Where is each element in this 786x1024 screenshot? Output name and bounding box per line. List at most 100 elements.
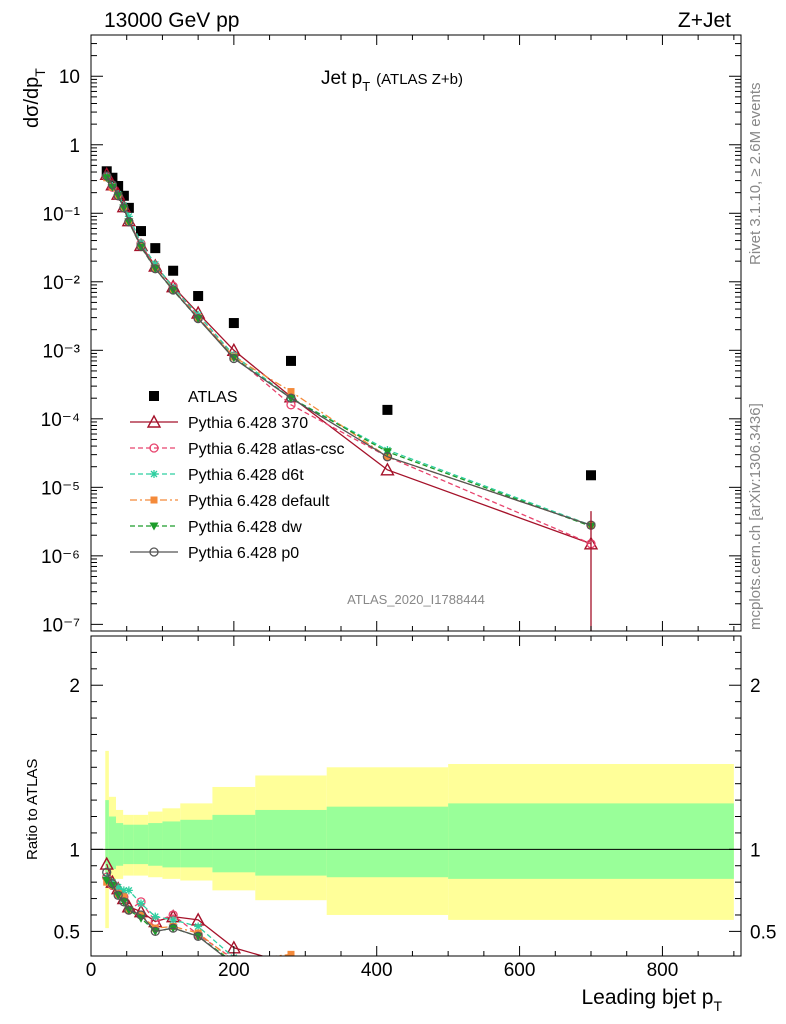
- plot-title-main: Jet p: [321, 68, 362, 89]
- plot-title-sub: T: [362, 79, 370, 94]
- x-axis-label-text: Leading bjet p: [581, 986, 713, 1009]
- main-panel: 10⁻⁷ 10⁻⁶ 10⁻⁵ 10⁻⁴ 10⁻³ 10⁻² 10⁻¹ 1 10: [41, 34, 742, 636]
- ratio-point-p0: [168, 923, 178, 933]
- point-p0: [136, 241, 146, 251]
- x-tick-label: 600: [504, 960, 536, 981]
- point-p0: [150, 264, 160, 274]
- uncertainty-band-inner: [108, 816, 116, 870]
- legend-label-dw: Pythia 6.428 dw: [188, 519, 302, 536]
- rivet-label: Rivet 3.1.10, ≥ 2.6M events: [747, 83, 764, 266]
- ratio-frame: [90, 635, 742, 957]
- ratio-point-atlascsc: [287, 972, 295, 980]
- y-axis-label-main: dσ/dpT: [21, 68, 48, 128]
- ratio-point-p0: [150, 926, 160, 937]
- plot-title: Jet pT (ATLAS Z+b): [321, 68, 463, 94]
- header-left-label: 13000 GeV pp: [104, 9, 239, 32]
- uncertainty-band-inner: [326, 806, 449, 878]
- mcplots-label: mcplots.cern.ch [arXiv:1306.3436]: [747, 403, 764, 630]
- point-p0: [193, 313, 203, 324]
- y-tick-label-main: 10⁻²: [43, 273, 81, 294]
- y-axis-label-ratio: Ratio to ATLAS: [24, 759, 41, 860]
- uncertainty-band-inner: [212, 814, 256, 873]
- point-data: [286, 355, 296, 366]
- uncertainty-band-inner: [255, 809, 327, 876]
- legend-item-default: Pythia 6.428 default: [130, 493, 330, 510]
- ratio-point-d6t: [119, 886, 128, 895]
- y-axis-label-main-sub: T: [32, 68, 48, 77]
- legend-label-p0: Pythia 6.428 p0: [188, 545, 299, 562]
- uncertainty-band-inner: [105, 800, 109, 874]
- legend-marker-default: [150, 496, 158, 504]
- ratio-point-d6t: [287, 962, 295, 970]
- series-line-dw: [106, 177, 592, 527]
- legend-label-default: Pythia 6.428 default: [188, 493, 330, 510]
- point-data: [113, 181, 124, 192]
- y-tick-label-main: 1: [69, 136, 80, 157]
- y-tick-label-main: 10⁻⁶: [41, 547, 80, 568]
- point-p0: [286, 393, 296, 403]
- point-data: [228, 318, 239, 329]
- point-data: [118, 190, 129, 201]
- y-tick-label-ratio-right: 0.5: [750, 922, 776, 943]
- y-tick-label-main: 10⁻¹: [43, 204, 81, 225]
- analysis-watermark: ATLAS_2020_I1788444: [347, 592, 485, 607]
- point-p0: [229, 353, 239, 364]
- legend-marker-p370: [146, 414, 162, 428]
- ratio-point-p0: [113, 890, 123, 900]
- ratio-point-d6t: [194, 922, 203, 931]
- ratio-panel: 0 200 400 600 800 0.5 0.5 1 1 2 2: [54, 635, 776, 981]
- ratio-point-d6t: [114, 883, 123, 892]
- y-tick-label-ratio: 2: [69, 676, 80, 697]
- uncertainty-band-inner: [133, 824, 149, 865]
- ratio-point-dw: [102, 877, 112, 886]
- y-tick-label-ratio-right: 2: [750, 676, 761, 697]
- legend-label-data: ATLAS: [188, 389, 238, 406]
- ratio-point-d6t: [137, 899, 145, 908]
- uncertainty-band-inner: [123, 824, 134, 865]
- ratio-point-dw: [107, 881, 117, 890]
- point-data: [193, 291, 204, 302]
- point-data: [168, 265, 179, 276]
- legend-item-atlascsc: Pythia 6.428 atlas-csc: [130, 441, 345, 458]
- point-p0: [107, 180, 118, 190]
- legend-marker-p0: [149, 547, 159, 557]
- point-data: [101, 166, 112, 177]
- point-p0: [382, 452, 393, 462]
- series-line-default: [106, 177, 592, 526]
- ratio-point-p0: [287, 962, 295, 970]
- series-dw: [102, 174, 596, 531]
- ratio-point-d6t: [124, 886, 133, 895]
- ratio-point-p0: [136, 910, 146, 920]
- series-line-d6t: [106, 176, 592, 526]
- y-tick-label-main: 10⁻⁷: [42, 615, 80, 636]
- series-atlascsc: [102, 172, 596, 549]
- point-p0: [168, 285, 178, 295]
- point-dw: [107, 183, 117, 192]
- uncertainty-band-inner: [162, 821, 181, 868]
- ratio-point-p0: [119, 897, 129, 907]
- ratio-series-p0: [102, 867, 295, 970]
- x-tick-label: 400: [361, 960, 393, 981]
- legend-marker-atlascsc: [149, 443, 159, 453]
- point-p0: [113, 191, 123, 201]
- uncertainty-band-inner: [148, 823, 163, 866]
- point-dw: [102, 174, 112, 183]
- legend-marker-d6t: [150, 470, 158, 478]
- y-tick-label-main: 10⁻⁴: [41, 410, 80, 431]
- legend-label-atlascsc: Pythia 6.428 atlas-csc: [188, 441, 345, 458]
- legend-marker-dw: [149, 522, 159, 531]
- y-tick-label-ratio-right: 1: [750, 840, 761, 861]
- header-right-label: Z+Jet: [678, 9, 731, 32]
- ratio-point-default: [120, 893, 128, 901]
- uncertainty-band-inner: [116, 823, 124, 866]
- series-line-p0: [106, 175, 592, 526]
- x-axis-label-sub: T: [713, 998, 722, 1014]
- legend-item-data: ATLAS: [149, 389, 238, 406]
- y-axis-label-main-text: dσ/dp: [21, 77, 43, 128]
- y-tick-label-ratio: 1: [69, 840, 80, 861]
- plot-title-extra: (ATLAS Z+b): [376, 71, 463, 88]
- legend-item-p370: Pythia 6.428 370: [130, 414, 308, 432]
- ratio-point-d6t: [151, 912, 160, 921]
- series-line-atlascsc: [106, 176, 592, 545]
- point-p0: [119, 203, 129, 213]
